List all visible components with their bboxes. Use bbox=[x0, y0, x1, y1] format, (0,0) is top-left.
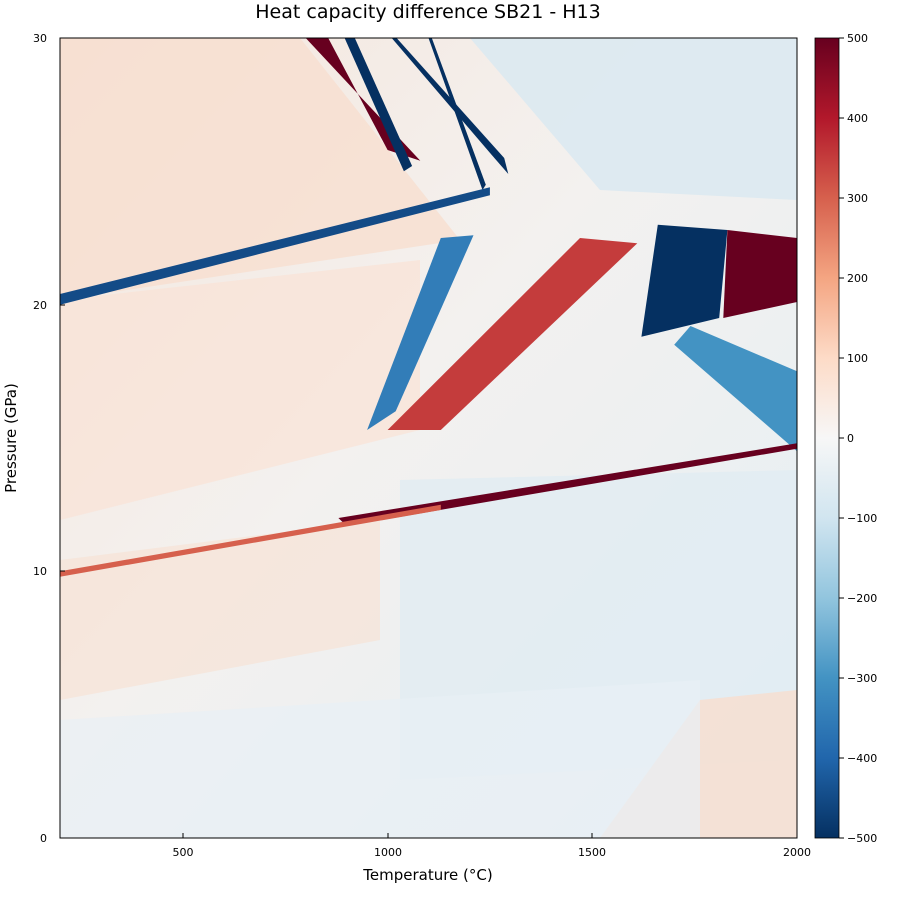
x-tick-1000: 1000 bbox=[374, 833, 402, 859]
colorbar-ticks: 500 400 300 200 100 0 −100 −200 −300 −400 −500 bbox=[839, 32, 877, 845]
feature-layer bbox=[60, 38, 797, 577]
background-patches bbox=[60, 38, 797, 838]
chart-title: Heat capacity difference SB21 - H13 bbox=[255, 1, 600, 23]
y-tick-label: 20 bbox=[33, 299, 47, 312]
heatmap-feature-2 bbox=[391, 38, 509, 174]
heatmap-feature-9 bbox=[674, 326, 797, 452]
x-axis-label: Temperature (°C) bbox=[362, 866, 492, 884]
y-tick-30: 30 bbox=[33, 32, 65, 45]
colorbar-tick-label: −400 bbox=[847, 752, 877, 765]
heatmap-feature-6 bbox=[387, 238, 638, 430]
y-tick-10: 10 bbox=[33, 565, 65, 578]
heatmap-feature-10 bbox=[338, 443, 797, 526]
colorbar-tick-label: 400 bbox=[847, 112, 868, 125]
y-tick-0: 0 bbox=[40, 832, 65, 845]
colorbar-tick-label: −100 bbox=[847, 512, 877, 525]
y-tick-label: 10 bbox=[33, 565, 47, 578]
y-axis-label: Pressure (GPa) bbox=[2, 383, 20, 493]
heatmap-feature-0 bbox=[305, 38, 421, 161]
colorbar-tick-label: 100 bbox=[847, 352, 868, 365]
colorbar-tick-label: 300 bbox=[847, 192, 868, 205]
x-tick-label: 1000 bbox=[374, 846, 402, 859]
patch-lower-cool bbox=[60, 680, 700, 838]
patch-upper-right-cool bbox=[470, 38, 797, 200]
y-tick-label: 30 bbox=[33, 32, 47, 45]
x-tick-1500: 1500 bbox=[578, 833, 606, 859]
patch-lower-left-warm bbox=[60, 520, 380, 700]
heatmap-feature-7 bbox=[641, 224, 728, 337]
colorbar: 500 400 300 200 100 0 −100 −200 −300 −400 −500 bbox=[814, 32, 877, 845]
colorbar-tick-label: 200 bbox=[847, 272, 868, 285]
patch-left-warm-band bbox=[60, 260, 420, 520]
x-tick-label: 1500 bbox=[578, 846, 606, 859]
colorbar-tick-label: −200 bbox=[847, 592, 877, 605]
colorbar-gradient bbox=[814, 37, 840, 839]
colorbar-tick-label: −300 bbox=[847, 672, 877, 685]
x-tick-label: 2000 bbox=[783, 846, 811, 859]
plot-frame bbox=[59, 37, 798, 839]
heatmap-feature-4 bbox=[60, 187, 490, 305]
x-axis: 500 1000 1500 2000 Temperature (°C) bbox=[173, 833, 811, 884]
colorbar-tick-label: 500 bbox=[847, 32, 868, 45]
heatmap-feature-11 bbox=[60, 504, 441, 577]
heatmap-feature-3 bbox=[428, 38, 486, 190]
y-tick-20: 20 bbox=[33, 299, 65, 312]
heatmap-feature-8 bbox=[723, 230, 797, 318]
x-tick-2000: 2000 bbox=[783, 833, 811, 859]
heatmap-feature-5 bbox=[367, 235, 474, 430]
heatmap-feature-1 bbox=[344, 38, 413, 172]
plot-area bbox=[60, 38, 797, 838]
y-axis: 0 10 20 30 Pressure (GPa) bbox=[2, 32, 65, 845]
patch-upper-left-warm bbox=[60, 38, 460, 300]
colorbar-tick-label: 0 bbox=[847, 432, 854, 445]
y-tick-label: 0 bbox=[40, 832, 47, 845]
colorbar-tick-label: −500 bbox=[847, 832, 877, 845]
x-tick-label: 500 bbox=[173, 846, 194, 859]
x-tick-500: 500 bbox=[173, 833, 194, 859]
